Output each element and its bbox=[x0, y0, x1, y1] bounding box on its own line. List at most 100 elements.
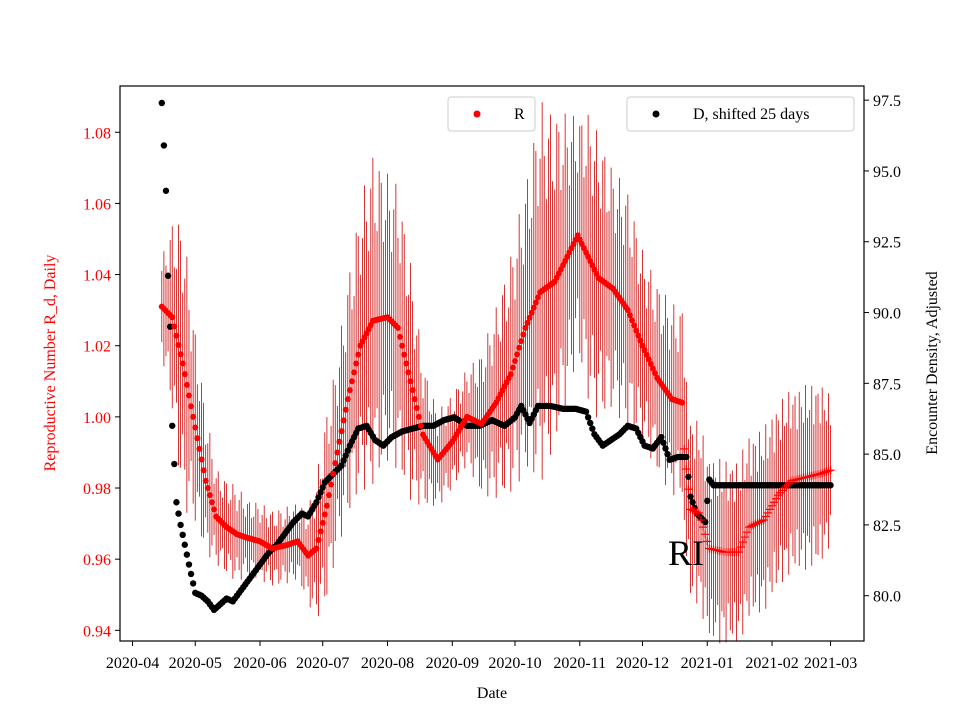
left-y-axis-label: Reproductive Number R_d, Daily bbox=[42, 255, 59, 472]
x-tick-label: 2021-02 bbox=[745, 655, 798, 672]
r-point bbox=[629, 317, 636, 324]
left-y-tick-label: 1.00 bbox=[83, 410, 111, 427]
d-point bbox=[687, 493, 694, 500]
r-point bbox=[637, 337, 644, 344]
r-point bbox=[405, 369, 412, 376]
legend-d-label: D, shifted 25 days bbox=[693, 106, 809, 123]
left-y-tick-label: 1.08 bbox=[83, 125, 111, 142]
r-point bbox=[330, 470, 337, 477]
right-y-tick-label: 80.0 bbox=[873, 589, 901, 606]
legend-d[interactable]: D, shifted 25 days bbox=[626, 96, 855, 132]
r-point bbox=[185, 392, 192, 399]
d-point bbox=[171, 460, 178, 468]
x-tick-label: 2021-03 bbox=[804, 655, 857, 672]
r-point bbox=[211, 506, 218, 513]
r-point bbox=[353, 360, 360, 367]
r-point bbox=[319, 519, 326, 526]
x-tick-label: 2020-09 bbox=[426, 655, 479, 672]
r-point bbox=[403, 360, 410, 367]
r-point bbox=[514, 351, 521, 358]
left-y-tick-label: 1.06 bbox=[83, 196, 111, 213]
r-cross-marker bbox=[682, 465, 691, 474]
r-point bbox=[171, 323, 178, 330]
r-point bbox=[407, 378, 414, 385]
r-point bbox=[313, 545, 320, 552]
r-point bbox=[323, 502, 330, 509]
r-point bbox=[511, 357, 518, 364]
d-point bbox=[662, 445, 669, 452]
r-point bbox=[633, 327, 640, 334]
r-point bbox=[169, 314, 176, 321]
r-point bbox=[332, 460, 339, 467]
r-point bbox=[652, 370, 659, 377]
r-point bbox=[190, 413, 197, 420]
r-point bbox=[534, 294, 541, 301]
right-y-tick-label: 92.5 bbox=[873, 235, 901, 252]
legend-r-box bbox=[447, 96, 536, 132]
r-point bbox=[188, 403, 195, 410]
d-point bbox=[173, 499, 180, 506]
d-point bbox=[160, 142, 168, 149]
x-tick-label: 2020-06 bbox=[233, 655, 286, 672]
r-point bbox=[198, 456, 205, 463]
d-point bbox=[587, 419, 594, 427]
d-point bbox=[689, 499, 696, 506]
r-point bbox=[321, 511, 328, 518]
d-point bbox=[319, 484, 326, 491]
d-point bbox=[313, 499, 320, 506]
r-point bbox=[401, 351, 408, 358]
d-point bbox=[589, 425, 596, 432]
r-point bbox=[417, 422, 424, 429]
x-tick-label: 2020-10 bbox=[488, 655, 541, 672]
r-point bbox=[409, 387, 416, 394]
r-point bbox=[334, 449, 341, 456]
r-point bbox=[631, 322, 638, 329]
r-point bbox=[173, 332, 180, 339]
x-tick-label: 2020-12 bbox=[616, 655, 669, 672]
r-point bbox=[522, 324, 529, 331]
r-point bbox=[528, 309, 535, 316]
d-point bbox=[181, 541, 188, 548]
d-point bbox=[162, 187, 170, 194]
right-y-tick-label: 95.0 bbox=[873, 164, 901, 181]
left-y-tick-label: 0.98 bbox=[83, 481, 111, 498]
d-point bbox=[340, 457, 347, 464]
d-point bbox=[189, 580, 197, 587]
d-point bbox=[664, 450, 671, 458]
right-y-axis-ticks: 80.0 82.5 85.0 87.5 90.0 92.5 95.0 97.5 bbox=[864, 93, 901, 606]
d-point bbox=[582, 408, 590, 415]
r-point bbox=[206, 492, 213, 499]
r-point bbox=[355, 351, 362, 358]
r-point bbox=[643, 351, 650, 358]
d-point bbox=[342, 452, 349, 459]
r-point bbox=[175, 342, 182, 348]
x-tick-label: 2020-11 bbox=[553, 655, 606, 672]
r-point bbox=[679, 399, 686, 406]
r-point bbox=[202, 477, 209, 484]
right-y-tick-label: 90.0 bbox=[873, 306, 901, 323]
r-point bbox=[208, 499, 215, 506]
r-point bbox=[325, 492, 332, 499]
r-point bbox=[342, 406, 349, 413]
r-point bbox=[626, 312, 633, 319]
r-point bbox=[397, 333, 404, 340]
r-point bbox=[509, 364, 516, 371]
d-point bbox=[683, 453, 690, 461]
x-axis-label: Date bbox=[477, 685, 507, 702]
r-point bbox=[328, 481, 335, 488]
r-point bbox=[647, 361, 654, 368]
d-point bbox=[185, 561, 193, 568]
x-tick-label: 2020-05 bbox=[169, 655, 222, 672]
right-y-tick-label: 97.5 bbox=[873, 93, 901, 110]
d-point bbox=[175, 510, 182, 517]
left-y-axis-ticks: 0.94 0.96 0.98 1.00 1.02 1.04 1.06 1.08 bbox=[83, 125, 120, 640]
r-point bbox=[192, 424, 199, 431]
d-point bbox=[179, 531, 186, 539]
r-point bbox=[346, 387, 353, 394]
legend-r[interactable]: R bbox=[447, 96, 536, 132]
r-cross-marker bbox=[742, 528, 751, 537]
legend-d-marker bbox=[652, 110, 660, 118]
series-r-points bbox=[158, 232, 835, 559]
d-point bbox=[187, 570, 195, 578]
